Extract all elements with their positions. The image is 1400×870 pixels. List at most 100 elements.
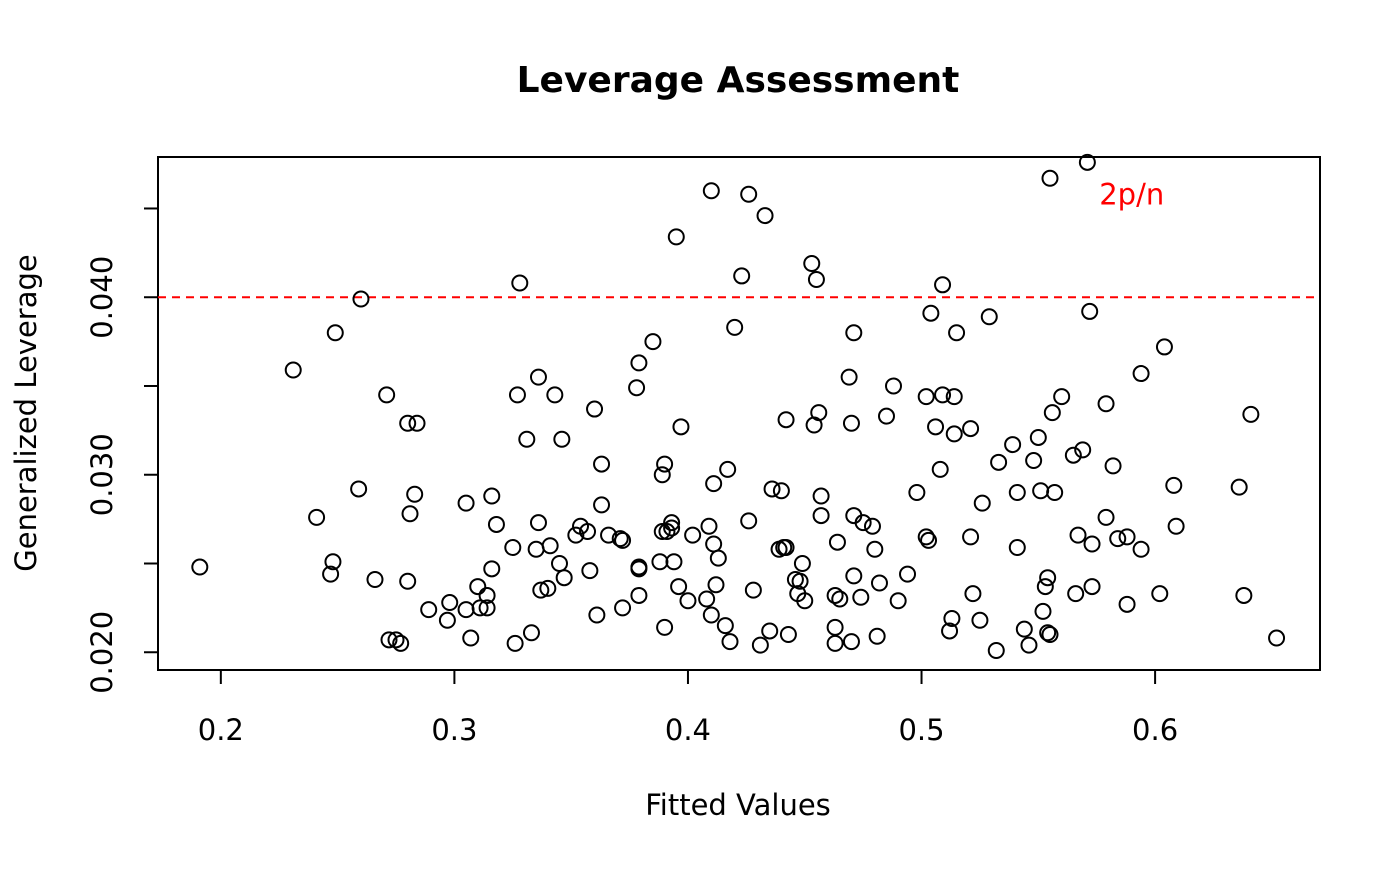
data-point xyxy=(1083,578,1101,596)
data-point xyxy=(508,386,526,404)
data-point xyxy=(971,611,989,629)
data-point xyxy=(284,361,302,379)
data-point xyxy=(1015,620,1033,638)
x-tick-label: 0.3 xyxy=(431,713,477,747)
data-point xyxy=(667,228,685,246)
data-point xyxy=(1081,302,1099,320)
x-tick-label: 0.6 xyxy=(1132,713,1178,747)
data-point xyxy=(593,496,611,514)
data-point xyxy=(1132,365,1150,383)
data-point xyxy=(740,185,758,203)
data-point xyxy=(555,569,573,587)
data-point xyxy=(868,627,886,645)
data-point xyxy=(579,523,597,541)
x-tick-label: 0.4 xyxy=(665,713,711,747)
data-point xyxy=(1008,539,1026,557)
data-point xyxy=(1069,526,1087,544)
data-point xyxy=(917,528,935,546)
data-point xyxy=(651,553,669,571)
data-point xyxy=(934,386,952,404)
data-point xyxy=(487,515,505,533)
data-point xyxy=(679,592,697,610)
data-point xyxy=(478,586,496,604)
data-point xyxy=(1053,388,1071,406)
x-axis: 0.2 0.3 0.4 0.5 0.6 xyxy=(198,669,1178,747)
data-point xyxy=(1242,405,1260,423)
data-point xyxy=(653,523,671,541)
data-point xyxy=(709,549,727,567)
data-point xyxy=(588,606,606,624)
data-point xyxy=(653,466,671,484)
data-point xyxy=(483,560,501,578)
data-point xyxy=(656,618,674,636)
data-point xyxy=(870,574,888,592)
data-point xyxy=(772,482,790,500)
data-point xyxy=(777,411,795,429)
data-point xyxy=(630,354,648,372)
data-point xyxy=(614,531,632,549)
data-point xyxy=(920,531,938,549)
data-point xyxy=(705,475,723,493)
data-point xyxy=(948,324,966,342)
data-point xyxy=(441,594,459,612)
data-point xyxy=(964,585,982,603)
data-point xyxy=(567,526,585,544)
data-point xyxy=(702,182,720,200)
data-point xyxy=(406,485,424,503)
data-point xyxy=(1034,602,1052,620)
data-point xyxy=(350,480,368,498)
data-point xyxy=(852,588,870,606)
data-point xyxy=(462,629,480,647)
chart-title: Leverage Assessment xyxy=(517,60,960,101)
data-point xyxy=(1008,483,1026,501)
data-point xyxy=(899,565,917,583)
data-point xyxy=(702,606,720,624)
data-point xyxy=(478,599,496,617)
data-point xyxy=(1132,540,1150,558)
data-point xyxy=(658,523,676,541)
data-point xyxy=(522,624,540,642)
data-point xyxy=(438,611,456,629)
data-point xyxy=(551,554,569,572)
data-point xyxy=(945,388,963,406)
data-point xyxy=(191,558,209,576)
data-point xyxy=(828,533,846,551)
data-point xyxy=(1235,586,1253,604)
data-point xyxy=(931,460,949,478)
data-point xyxy=(1155,338,1173,356)
data-point xyxy=(387,631,405,649)
data-point xyxy=(1039,624,1057,642)
reference-line-label: 2p/n xyxy=(1099,177,1164,211)
data-point xyxy=(665,553,683,571)
data-point xyxy=(962,528,980,546)
data-point xyxy=(812,487,830,505)
data-point xyxy=(877,407,895,425)
data-point xyxy=(1083,535,1101,553)
data-point xyxy=(744,581,762,599)
data-point xyxy=(1118,528,1136,546)
data-point xyxy=(866,540,884,558)
data-point xyxy=(842,633,860,651)
data-point xyxy=(308,508,326,526)
y-axis-label: Generalized Leverage xyxy=(9,254,43,571)
data-point xyxy=(630,560,648,578)
data-point xyxy=(399,414,417,432)
data-point xyxy=(889,592,907,610)
data-point xyxy=(1104,457,1122,475)
data-point xyxy=(1036,578,1054,596)
y-tick-label: 0.020 xyxy=(85,611,119,694)
data-point xyxy=(378,386,396,404)
data-point xyxy=(1043,404,1061,422)
data-point xyxy=(1078,153,1096,171)
data-point xyxy=(793,554,811,572)
data-point xyxy=(581,562,599,580)
data-point xyxy=(506,634,524,652)
data-point xyxy=(1039,569,1057,587)
plot-area-frame xyxy=(157,156,1321,671)
data-point xyxy=(322,565,340,583)
data-point xyxy=(863,517,881,535)
data-point xyxy=(719,460,737,478)
data-point xyxy=(546,386,564,404)
data-point xyxy=(539,579,557,597)
